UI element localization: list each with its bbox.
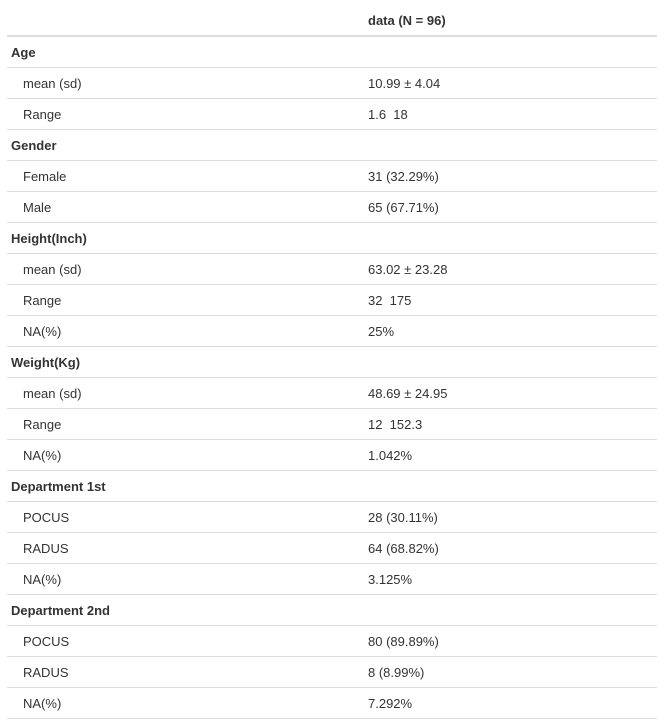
group-label: Gender	[11, 138, 57, 153]
row-value: 3.125%	[368, 572, 413, 587]
table-group-row: Height(Inch)	[7, 223, 657, 254]
table-row: RADUS 8 (8.99%)	[7, 657, 657, 688]
row-label: NA(%)	[23, 696, 62, 711]
row-value: 1.6 18	[368, 107, 408, 122]
row-label: mean (sd)	[23, 262, 82, 277]
table-header-row: data (N = 96)	[7, 5, 657, 37]
row-label: NA(%)	[23, 572, 62, 587]
row-label: Male	[23, 200, 52, 215]
row-label: POCUS	[23, 634, 70, 649]
row-label: Range	[23, 293, 62, 308]
row-label: Female	[23, 169, 67, 184]
row-value: 7.292%	[368, 696, 413, 711]
row-value: 48.69 ± 24.95	[368, 386, 448, 401]
row-label: Range	[23, 107, 62, 122]
table-group-row: Department 1st	[7, 471, 657, 502]
row-value: 10.99 ± 4.04	[368, 76, 441, 91]
table-body: Age mean (sd) 10.99 ± 4.04 Range 1.6 18 Gende…	[7, 37, 657, 719]
row-value: 65 (67.71%)	[368, 200, 439, 215]
table-group-row: Gender	[7, 130, 657, 161]
row-value: 25%	[368, 324, 395, 339]
row-label: RADUS	[23, 541, 69, 556]
table-row: Male 65 (67.71%)	[7, 192, 657, 223]
row-label: NA(%)	[23, 448, 62, 463]
table-group-row: Weight(Kg)	[7, 347, 657, 378]
table-row: mean (sd) 48.69 ± 24.95	[7, 378, 657, 409]
summary-table: data (N = 96) Age mean (sd) 10.99 ± 4.04 Ra…	[7, 5, 657, 719]
table-row: RADUS 64 (68.82%)	[7, 533, 657, 564]
row-value: 12 152.3	[368, 417, 423, 432]
table-row: NA(%) 7.292%	[7, 688, 657, 719]
row-label: POCUS	[23, 510, 70, 525]
table-row: Range 32 175	[7, 285, 657, 316]
row-value: 31 (32.29%)	[368, 169, 439, 184]
row-value: 8 (8.99%)	[368, 665, 425, 680]
row-value: 64 (68.82%)	[368, 541, 439, 556]
row-value: 32 175	[368, 293, 412, 308]
row-label: Range	[23, 417, 62, 432]
table-row: NA(%) 3.125%	[7, 564, 657, 595]
table-group-row: Department 2nd	[7, 595, 657, 626]
group-label: Department 1st	[11, 479, 106, 494]
group-label: Height(Inch)	[11, 231, 87, 246]
group-label: Weight(Kg)	[11, 355, 81, 370]
row-value: 63.02 ± 23.28	[368, 262, 448, 277]
table-row: Range 12 152.3	[7, 409, 657, 440]
table-row: Range 1.6 18	[7, 99, 657, 130]
table-row: Female 31 (32.29%)	[7, 161, 657, 192]
table-row: mean (sd) 10.99 ± 4.04	[7, 68, 657, 99]
column-header-data: data (N = 96)	[368, 13, 446, 28]
row-value: 28 (30.11%)	[368, 510, 438, 525]
group-label: Age	[11, 45, 36, 60]
row-label: RADUS	[23, 665, 69, 680]
row-value: 1.042%	[368, 448, 413, 463]
row-label: NA(%)	[23, 324, 62, 339]
row-label: mean (sd)	[23, 76, 82, 91]
row-value: 80 (89.89%)	[368, 634, 439, 649]
group-label: Department 2nd	[11, 603, 110, 618]
table-row: mean (sd) 63.02 ± 23.28	[7, 254, 657, 285]
table-row: POCUS 80 (89.89%)	[7, 626, 657, 657]
table-group-row: Age	[7, 37, 657, 68]
row-label: mean (sd)	[23, 386, 82, 401]
table-row: POCUS 28 (30.11%)	[7, 502, 657, 533]
table-row: NA(%) 1.042%	[7, 440, 657, 471]
table-row: NA(%) 25%	[7, 316, 657, 347]
